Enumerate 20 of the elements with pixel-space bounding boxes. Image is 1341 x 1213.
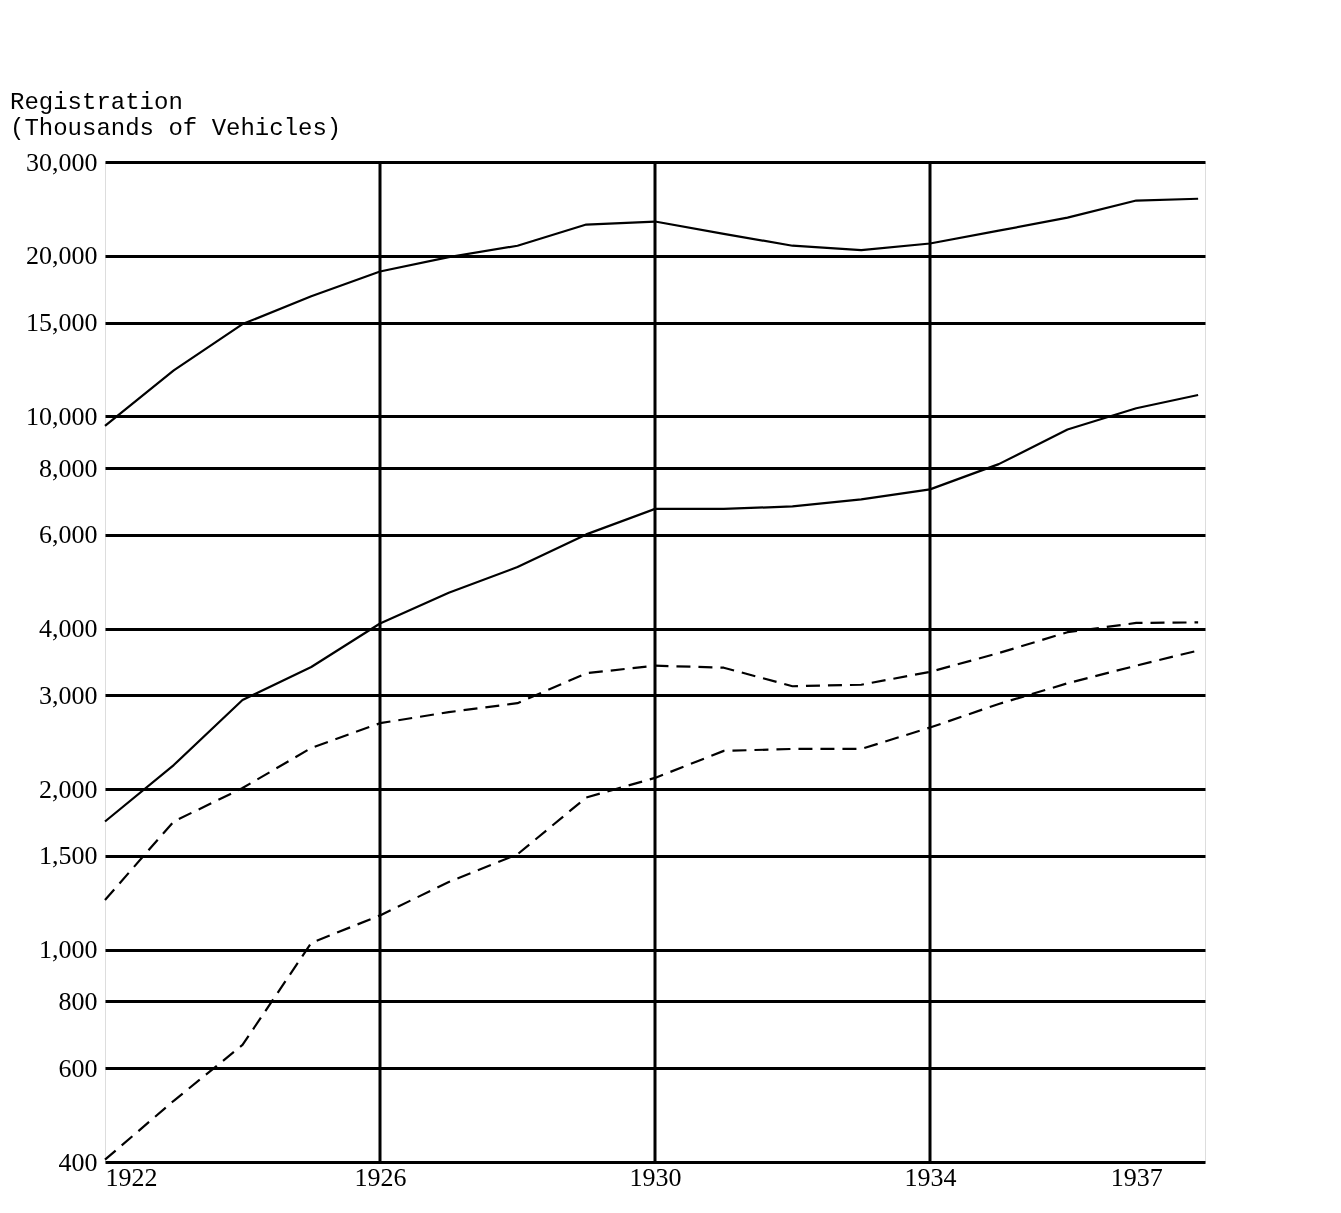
y-tick-label: 1,000 bbox=[39, 935, 98, 965]
y-tick-label: 1,500 bbox=[39, 841, 98, 871]
y-tick-label: 4,000 bbox=[39, 614, 98, 644]
y-tick-label: 800 bbox=[58, 986, 98, 1016]
y-tick-label: 600 bbox=[58, 1053, 98, 1083]
x-tick-label: 1930 bbox=[629, 1162, 682, 1192]
y-tick-label: 10,000 bbox=[26, 401, 98, 431]
x-tick-label: 1922 bbox=[105, 1162, 158, 1192]
x-tick-label: 1934 bbox=[904, 1162, 957, 1192]
y-tick-label: 2,000 bbox=[39, 774, 98, 804]
x-tick-label: 1926 bbox=[354, 1162, 407, 1192]
y-tick-label: 30,000 bbox=[26, 147, 98, 177]
y-axis-title: Registration (Thousands of Vehicles) bbox=[10, 89, 342, 142]
y-tick-label: 15,000 bbox=[26, 308, 98, 338]
y-tick-label: 8,000 bbox=[39, 453, 98, 483]
y-tick-label: 20,000 bbox=[26, 241, 98, 271]
y-tick-label: 3,000 bbox=[39, 680, 98, 710]
y-tick-label: 400 bbox=[58, 1147, 98, 1177]
y-tick-label: 6,000 bbox=[39, 520, 98, 550]
x-tick-label: 1937 bbox=[1110, 1162, 1163, 1192]
